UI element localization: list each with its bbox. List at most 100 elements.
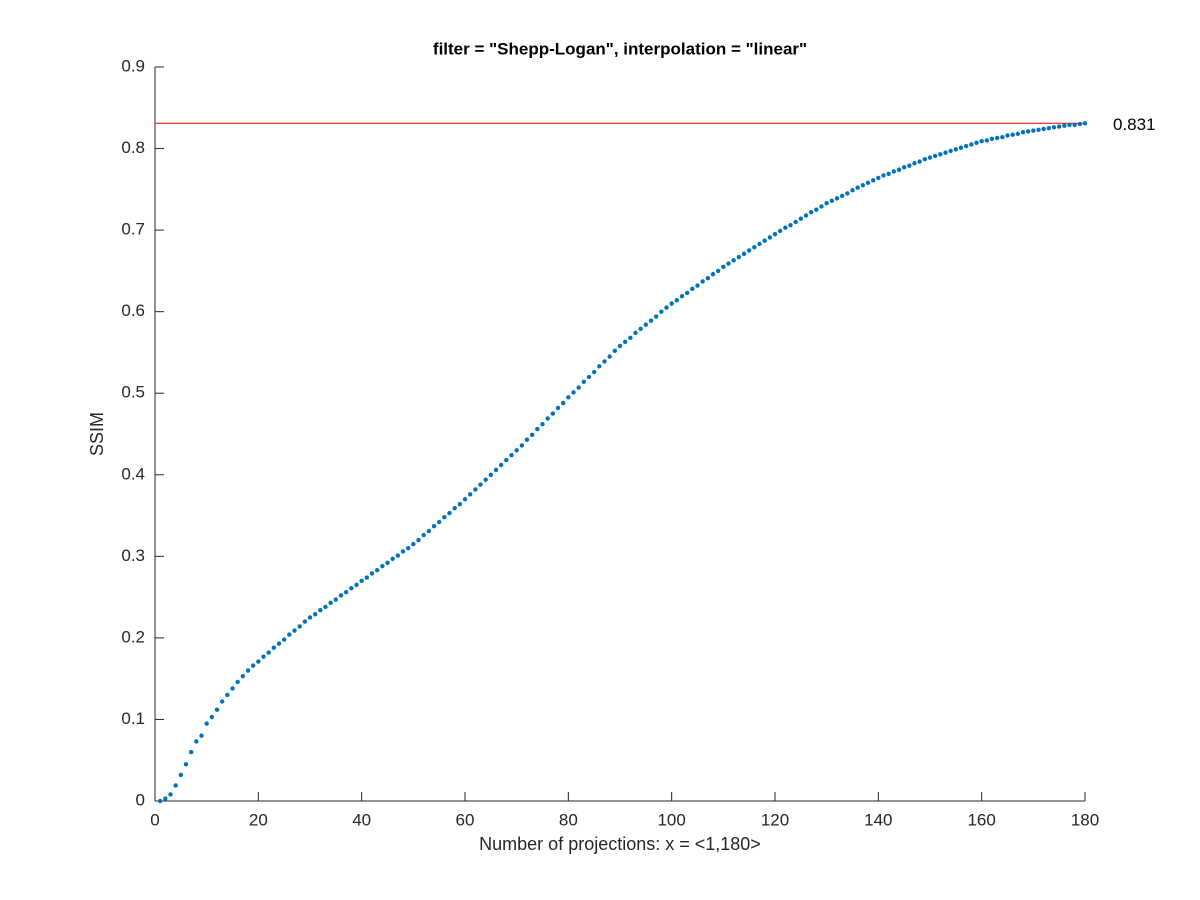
x-tick-label: 20	[249, 810, 268, 829]
data-point	[560, 400, 566, 406]
data-point	[865, 180, 871, 186]
data-point	[917, 159, 922, 164]
data-point	[948, 148, 953, 154]
data-point	[767, 235, 773, 240]
data-point	[214, 707, 220, 712]
x-tick-label: 100	[657, 810, 685, 829]
data-point	[974, 140, 979, 146]
data-point	[483, 477, 488, 482]
data-point	[576, 385, 581, 390]
data-point	[245, 668, 251, 673]
data-point	[927, 155, 933, 160]
data-point	[1067, 122, 1072, 128]
y-tick-label: 0.5	[121, 383, 145, 402]
data-point	[302, 619, 308, 624]
data-point	[1072, 122, 1077, 128]
data-point	[457, 501, 463, 507]
data-point	[591, 369, 597, 375]
data-point	[932, 153, 938, 159]
data-point	[416, 537, 421, 543]
y-tick-label: 0.8	[121, 138, 145, 157]
data-point	[710, 271, 716, 277]
data-point	[374, 567, 380, 573]
x-tick-label: 160	[967, 810, 995, 829]
data-point	[886, 171, 891, 177]
data-point	[664, 305, 669, 310]
data-point	[793, 219, 798, 225]
data-point	[405, 545, 411, 551]
data-point	[535, 426, 540, 432]
data-point	[276, 641, 282, 646]
data-point	[979, 139, 984, 144]
data-point	[467, 492, 473, 497]
data-point	[183, 762, 189, 767]
data-point	[540, 422, 545, 427]
data-point	[447, 510, 452, 516]
data-point	[958, 145, 964, 150]
data-point	[266, 650, 271, 655]
data-point	[173, 783, 178, 788]
x-tick-label: 0	[150, 810, 159, 829]
data-point	[922, 156, 928, 162]
data-point	[1051, 125, 1057, 130]
data-point	[731, 258, 736, 263]
data-point	[762, 238, 767, 243]
data-point	[436, 519, 442, 525]
data-point	[783, 225, 788, 230]
data-point	[772, 231, 778, 237]
data-point	[819, 204, 824, 209]
data-point	[411, 541, 416, 547]
data-point	[653, 314, 659, 319]
data-point	[824, 200, 829, 206]
data-point	[622, 339, 628, 345]
data-point	[566, 395, 571, 400]
data-point	[684, 290, 690, 296]
data-point	[400, 549, 406, 554]
data-point	[695, 283, 700, 288]
data-point	[390, 556, 395, 561]
data-point	[726, 261, 731, 266]
data-point	[235, 679, 240, 685]
data-point	[194, 739, 199, 744]
data-point	[845, 191, 850, 196]
data-point	[788, 223, 793, 228]
data-point	[462, 497, 468, 502]
data-point	[297, 624, 302, 629]
x-tick-label: 180	[1071, 810, 1099, 829]
data-point	[938, 152, 943, 157]
data-point	[514, 448, 519, 453]
data-point	[369, 571, 375, 576]
data-point	[529, 432, 535, 438]
data-point	[834, 196, 840, 201]
data-point	[912, 161, 917, 166]
data-point	[1062, 123, 1067, 128]
y-tick-label: 0.4	[121, 464, 145, 483]
reference-label: 0.831	[1113, 115, 1156, 134]
data-point	[798, 216, 804, 221]
data-point	[633, 330, 638, 336]
data-point	[452, 506, 457, 511]
data-point	[421, 532, 426, 538]
data-point	[855, 185, 860, 190]
data-point	[219, 699, 225, 704]
data-point	[395, 553, 401, 558]
data-point	[498, 462, 504, 468]
data-point	[839, 193, 845, 199]
data-point	[741, 251, 747, 256]
data-point	[829, 198, 835, 203]
data-point	[679, 293, 685, 299]
chart-title: filter = "Shepp-Logan", interpolation = …	[433, 39, 807, 58]
data-point	[597, 364, 602, 369]
data-point	[380, 563, 385, 569]
data-point	[721, 264, 726, 270]
data-point	[442, 514, 447, 520]
data-point	[860, 183, 866, 188]
y-tick-label: 0	[136, 790, 145, 809]
data-point	[876, 175, 881, 181]
data-point	[757, 241, 762, 247]
data-point	[715, 268, 721, 274]
data-point	[209, 714, 215, 720]
y-tick-label: 0.9	[121, 56, 145, 75]
